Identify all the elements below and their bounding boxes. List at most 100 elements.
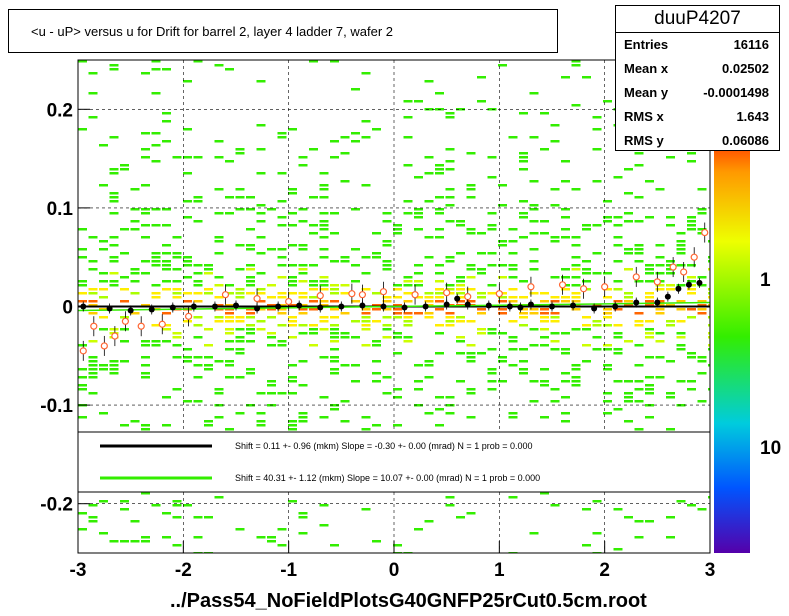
heatmap-cell — [477, 332, 486, 335]
heatmap-cell — [445, 112, 455, 115]
heatmap-cell — [330, 60, 339, 63]
heatmap-cell — [235, 328, 245, 331]
heatmap-cell — [687, 388, 696, 391]
heatmap-cell — [319, 248, 329, 251]
heatmap-cell — [561, 412, 570, 415]
heatmap-cell — [456, 288, 465, 291]
heatmap-cell — [214, 236, 224, 239]
heatmap-cell — [340, 152, 350, 155]
heatmap-cell — [88, 364, 98, 367]
heatmap-cell — [687, 224, 696, 227]
heatmap-cell — [613, 380, 623, 383]
heatmap-cell — [414, 228, 423, 231]
heatmap-cell — [561, 380, 570, 383]
heatmap-cell — [372, 380, 381, 383]
heatmap-cell — [109, 328, 119, 331]
colorbar-label: 10 — [760, 438, 781, 459]
heatmap-cell — [498, 264, 507, 267]
heatmap-cell — [666, 392, 675, 395]
heatmap-cell — [508, 364, 518, 367]
heatmap-cell — [393, 544, 402, 547]
heatmap-cell — [477, 328, 486, 331]
heatmap-cell — [529, 312, 539, 315]
filled-point — [443, 301, 450, 308]
heatmap-cell — [603, 220, 612, 223]
heatmap-cell — [687, 380, 696, 383]
heatmap-cell — [141, 428, 150, 431]
heatmap-cell — [687, 216, 696, 219]
heatmap-cell — [277, 304, 287, 307]
x-tick-label: -1 — [280, 560, 297, 581]
heatmap-cell — [655, 284, 665, 287]
heatmap-cell — [246, 372, 255, 375]
heatmap-cell — [403, 200, 413, 203]
heatmap-cell — [645, 292, 654, 295]
heatmap-cell — [655, 340, 665, 343]
heatmap-cell — [414, 312, 423, 315]
heatmap-cell — [319, 220, 329, 223]
heatmap-cell — [582, 344, 591, 347]
heatmap-cell — [330, 232, 339, 235]
heatmap-cell — [351, 140, 360, 143]
heatmap-cell — [88, 292, 98, 295]
heatmap-cell — [235, 348, 245, 351]
heatmap-cell — [634, 244, 644, 247]
heatmap-cell — [529, 308, 539, 311]
heatmap-cell — [666, 428, 675, 431]
heatmap-cell — [162, 288, 171, 291]
heatmap-cell — [351, 248, 360, 251]
heatmap-cell — [676, 284, 686, 287]
heatmap-cell — [78, 228, 87, 231]
heatmap-cell — [529, 136, 539, 139]
heatmap-cell — [466, 352, 476, 355]
heatmap-cell — [88, 312, 98, 315]
heatmap-cell — [393, 296, 402, 299]
heatmap-cell — [676, 244, 686, 247]
heatmap-cell — [466, 276, 476, 279]
heatmap-cell — [445, 160, 455, 163]
heatmap-cell — [424, 296, 434, 299]
heatmap-cell — [162, 324, 171, 327]
heatmap-cell — [676, 240, 686, 243]
filled-point — [359, 302, 366, 309]
heatmap-cell — [435, 172, 444, 175]
heatmap-cell — [603, 200, 612, 203]
heatmap-cell — [603, 392, 612, 395]
heatmap-cell — [372, 320, 381, 323]
heatmap-cell — [235, 316, 245, 319]
heatmap-cell — [330, 360, 339, 363]
heatmap-cell — [424, 364, 434, 367]
heatmap-cell — [571, 300, 581, 303]
heatmap-cell — [246, 284, 255, 287]
heatmap-cell — [550, 300, 560, 303]
heatmap-cell — [445, 188, 455, 191]
heatmap-cell — [340, 400, 350, 403]
heatmap-cell — [288, 244, 297, 247]
heatmap-cell — [141, 224, 150, 227]
heatmap-cell — [645, 268, 654, 271]
heatmap-cell — [235, 268, 245, 271]
heatmap-cell — [141, 340, 150, 343]
heatmap-cell — [246, 324, 255, 327]
heatmap-cell — [571, 264, 581, 267]
heatmap-cell — [78, 256, 87, 259]
heatmap-cell — [445, 324, 455, 327]
heatmap-cell — [582, 544, 591, 547]
heatmap-cell — [645, 320, 654, 323]
heatmap-cell — [330, 316, 339, 319]
heatmap-cell — [351, 280, 360, 283]
heatmap-cell — [235, 292, 245, 295]
heatmap-cell — [193, 196, 203, 199]
heatmap-cell — [351, 364, 360, 367]
heatmap-cell — [319, 328, 329, 331]
heatmap-cell — [277, 224, 287, 227]
heatmap-cell — [78, 284, 87, 287]
heatmap-cell — [214, 496, 224, 499]
heatmap-cell — [645, 376, 654, 379]
heatmap-cell — [235, 244, 245, 247]
heatmap-cell — [540, 148, 549, 151]
open-point — [443, 289, 451, 297]
heatmap-cell — [172, 504, 182, 507]
heatmap-cell — [351, 264, 360, 267]
heatmap-cell — [183, 356, 192, 359]
